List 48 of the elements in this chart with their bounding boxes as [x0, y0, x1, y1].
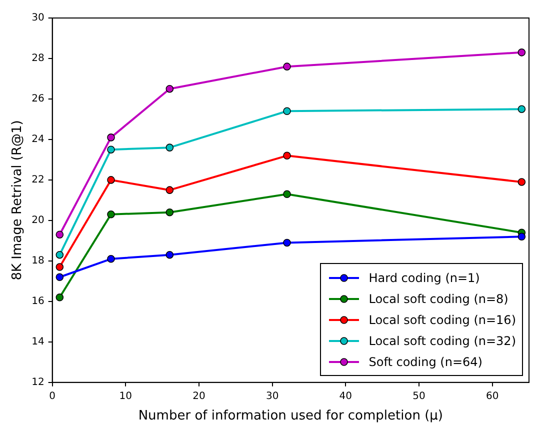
point — [166, 144, 174, 152]
y-tick-label: 16 — [32, 296, 44, 308]
point — [107, 210, 115, 218]
x-tick-label: 30 — [266, 390, 279, 402]
point — [56, 230, 64, 239]
x-tick-label: 50 — [412, 390, 426, 402]
x-tick-label: 40 — [339, 390, 352, 402]
x-axis-title: Number of information used for completion (μ) — [138, 408, 443, 424]
x-tick-label: 0 — [49, 390, 56, 402]
point — [56, 250, 64, 259]
point — [283, 62, 291, 70]
legend-label: Hard coding (n=1) — [368, 270, 480, 285]
legend-label: Local soft coding (n=8) — [368, 292, 508, 306]
point — [56, 293, 64, 302]
point — [283, 238, 291, 247]
point — [166, 84, 174, 93]
point — [283, 152, 291, 160]
x-tick-label: 20 — [192, 390, 206, 402]
point — [283, 107, 291, 116]
y-axis-title: 8K Image Retrival (R@1) — [10, 120, 26, 280]
x-tick-label: 60 — [486, 390, 499, 402]
x-tick-label: 10 — [119, 390, 132, 402]
point — [518, 48, 526, 56]
point — [56, 273, 64, 282]
point — [283, 190, 291, 198]
point — [518, 178, 526, 186]
y-tick-label: 30 — [32, 12, 44, 24]
point — [107, 146, 115, 154]
point — [166, 186, 174, 194]
y-tick-label: 22 — [32, 174, 44, 186]
point — [107, 255, 115, 263]
legend-label: Local soft coding (n=32) — [368, 334, 516, 348]
y-tick-label: 14 — [32, 336, 44, 348]
y-tick-label: 28 — [32, 53, 44, 64]
legend-label: Local soft coding (n=16) — [368, 312, 516, 327]
point — [518, 105, 526, 113]
point — [107, 134, 115, 142]
legend-label: Soft coding (n=64) — [368, 354, 482, 369]
y-tick-label: 18 — [32, 256, 44, 267]
point — [166, 208, 174, 216]
point — [166, 250, 174, 259]
y-tick-label: 26 — [32, 94, 44, 105]
y-tick-label: 20 — [32, 215, 44, 226]
point — [107, 176, 115, 184]
y-tick-label: 24 — [32, 134, 44, 146]
point — [518, 232, 526, 241]
y-tick-label: 12 — [32, 376, 44, 388]
point — [56, 263, 64, 271]
